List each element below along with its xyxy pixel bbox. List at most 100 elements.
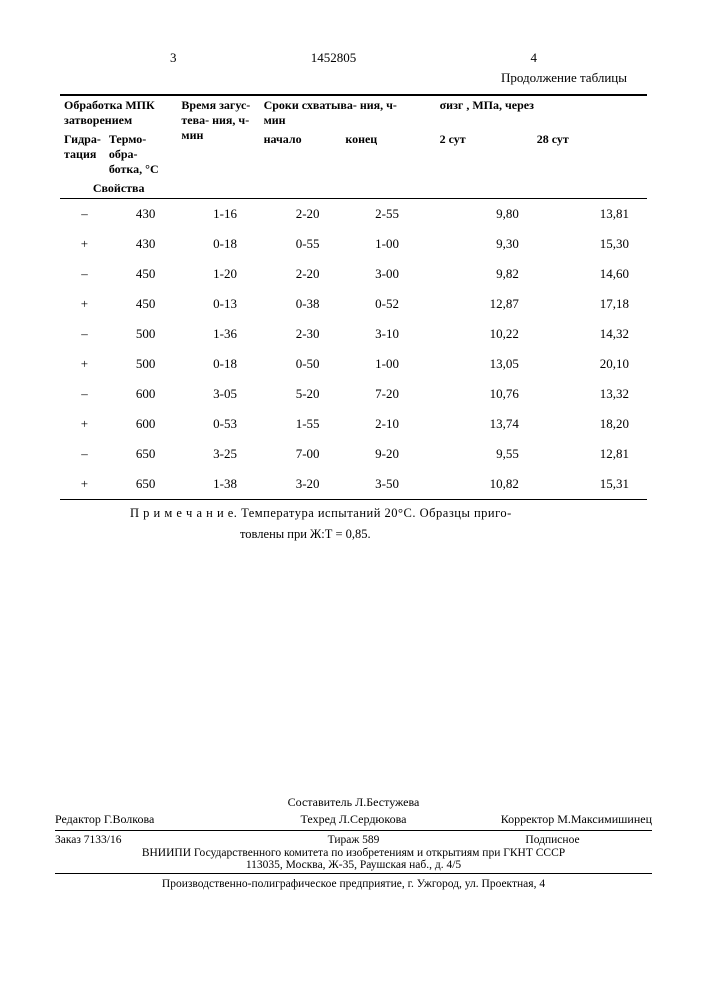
cell-c3: 0-18 xyxy=(182,229,268,259)
table-row: –5001-362-303-1010,2214,32 xyxy=(60,319,647,349)
cell-c2: 600 xyxy=(109,379,182,409)
cell-c7: 15,30 xyxy=(537,229,647,259)
table-row: –4301-162-202-559,8013,81 xyxy=(60,199,647,229)
cell-c4: 7-00 xyxy=(268,439,347,469)
table-row: +4300-180-551-009,3015,30 xyxy=(60,229,647,259)
header-page-numbers: 3 1452805 4 xyxy=(60,50,647,66)
cell-c2: 600 xyxy=(109,409,182,439)
cell-c2: 650 xyxy=(109,439,182,469)
note-label: П р и м е ч а н и е. xyxy=(130,506,237,520)
cell-c1: + xyxy=(60,289,109,319)
cell-c5: 3-50 xyxy=(347,469,426,499)
hdr-28day: 28 сут xyxy=(533,130,647,179)
cell-c1: – xyxy=(60,439,109,469)
cell-c5: 1-00 xyxy=(347,349,426,379)
hdr-props: Свойства xyxy=(60,179,177,198)
footer-block: Составитель Л.Бестужева Редактор Г.Волко… xyxy=(55,794,652,890)
cell-c4: 2-20 xyxy=(268,199,347,229)
page-num-right: 4 xyxy=(531,50,538,66)
cell-c7: 13,81 xyxy=(537,199,647,229)
footer-rule1 xyxy=(55,830,652,831)
cell-c3: 1-36 xyxy=(182,319,268,349)
note-text1: Температура испытаний 20°С. Образцы приг… xyxy=(241,506,512,520)
cell-c1: + xyxy=(60,469,109,499)
cell-c5: 7-20 xyxy=(347,379,426,409)
hdr-sroki: Сроки схватыва- ния, ч-мин xyxy=(260,96,413,130)
footer-rule2 xyxy=(55,873,652,874)
page-num-left: 3 xyxy=(170,50,177,66)
data-table: –4301-162-202-559,8013,81+4300-180-551-0… xyxy=(60,199,647,499)
cell-c2: 500 xyxy=(109,349,182,379)
cell-c6: 10,82 xyxy=(427,469,537,499)
cell-c6: 13,05 xyxy=(427,349,537,379)
table-row: +6501-383-203-5010,8215,31 xyxy=(60,469,647,499)
cell-c3: 1-38 xyxy=(182,469,268,499)
cell-c7: 20,10 xyxy=(537,349,647,379)
cell-c5: 2-55 xyxy=(347,199,426,229)
cell-c4: 0-38 xyxy=(268,289,347,319)
cell-c6: 9,80 xyxy=(427,199,537,229)
cell-c7: 14,32 xyxy=(537,319,647,349)
hdr-start: начало xyxy=(260,130,342,179)
cell-c1: + xyxy=(60,409,109,439)
cell-c7: 15,31 xyxy=(537,469,647,499)
table-bottom-rule xyxy=(60,499,647,500)
hdr-time: Время загус- тева- ния, ч-мин xyxy=(177,96,259,179)
cell-c4: 0-50 xyxy=(268,349,347,379)
order: Заказ 7133/16 xyxy=(55,834,254,846)
cell-c4: 2-30 xyxy=(268,319,347,349)
tirazh: Тираж 589 xyxy=(254,834,453,846)
cell-c6: 12,87 xyxy=(427,289,537,319)
cell-c7: 13,32 xyxy=(537,379,647,409)
cell-c1: – xyxy=(60,259,109,289)
cell-c7: 12,81 xyxy=(537,439,647,469)
cell-c3: 0-18 xyxy=(182,349,268,379)
cell-c5: 2-10 xyxy=(347,409,426,439)
cell-c6: 10,76 xyxy=(427,379,537,409)
hdr-hydration: Гидра- тация xyxy=(60,130,105,179)
cell-c7: 18,20 xyxy=(537,409,647,439)
note-line2: товлены при Ж:Т = 0,85. xyxy=(240,527,647,542)
editor: Редактор Г.Волкова xyxy=(55,812,254,827)
hdr-2day: 2 сут xyxy=(436,130,533,179)
table-row: +5000-180-501-0013,0520,10 xyxy=(60,349,647,379)
org1: ВНИИПИ Государственного комитета по изоб… xyxy=(55,847,652,859)
cell-c6: 10,22 xyxy=(427,319,537,349)
cell-c3: 0-53 xyxy=(182,409,268,439)
cell-c5: 9-20 xyxy=(347,439,426,469)
cell-c2: 430 xyxy=(109,229,182,259)
cell-c1: – xyxy=(60,199,109,229)
table-row: +6000-531-552-1013,7418,20 xyxy=(60,409,647,439)
cell-c5: 0-52 xyxy=(347,289,426,319)
table-row: +4500-130-380-5212,8717,18 xyxy=(60,289,647,319)
table-row: –6503-257-009-209,5512,81 xyxy=(60,439,647,469)
cell-c6: 9,55 xyxy=(427,439,537,469)
cell-c1: + xyxy=(60,349,109,379)
cell-c4: 3-20 xyxy=(268,469,347,499)
cell-c3: 1-16 xyxy=(182,199,268,229)
hdr-sigma: σизг , МПа, через xyxy=(436,96,647,130)
corrector: Корректор М.Максимишинец xyxy=(453,812,652,827)
cell-c7: 14,60 xyxy=(537,259,647,289)
cell-c5: 3-10 xyxy=(347,319,426,349)
tekhred: Техред Л.Сердюкова xyxy=(254,812,453,827)
podpisnoe: Подписное xyxy=(453,834,652,846)
hdr-end: конец xyxy=(341,130,412,179)
cell-c2: 450 xyxy=(109,289,182,319)
doc-number: 1452805 xyxy=(311,50,357,66)
cell-c5: 1-00 xyxy=(347,229,426,259)
cell-c4: 2-20 xyxy=(268,259,347,289)
cell-c3: 3-25 xyxy=(182,439,268,469)
cell-c2: 650 xyxy=(109,469,182,499)
continuation-label: Продолжение таблицы xyxy=(60,70,627,86)
cell-c6: 9,30 xyxy=(427,229,537,259)
cell-c6: 13,74 xyxy=(427,409,537,439)
table-header: Обработка МПК затворением Время загус- т… xyxy=(60,96,647,198)
cell-c2: 500 xyxy=(109,319,182,349)
page-content: 3 1452805 4 Продолжение таблицы Обработк… xyxy=(0,0,707,582)
addr1: 113035, Москва, Ж-35, Раушская наб., д. … xyxy=(55,859,652,871)
cell-c3: 0-13 xyxy=(182,289,268,319)
cell-c4: 0-55 xyxy=(268,229,347,259)
cell-c3: 3-05 xyxy=(182,379,268,409)
cell-c2: 450 xyxy=(109,259,182,289)
